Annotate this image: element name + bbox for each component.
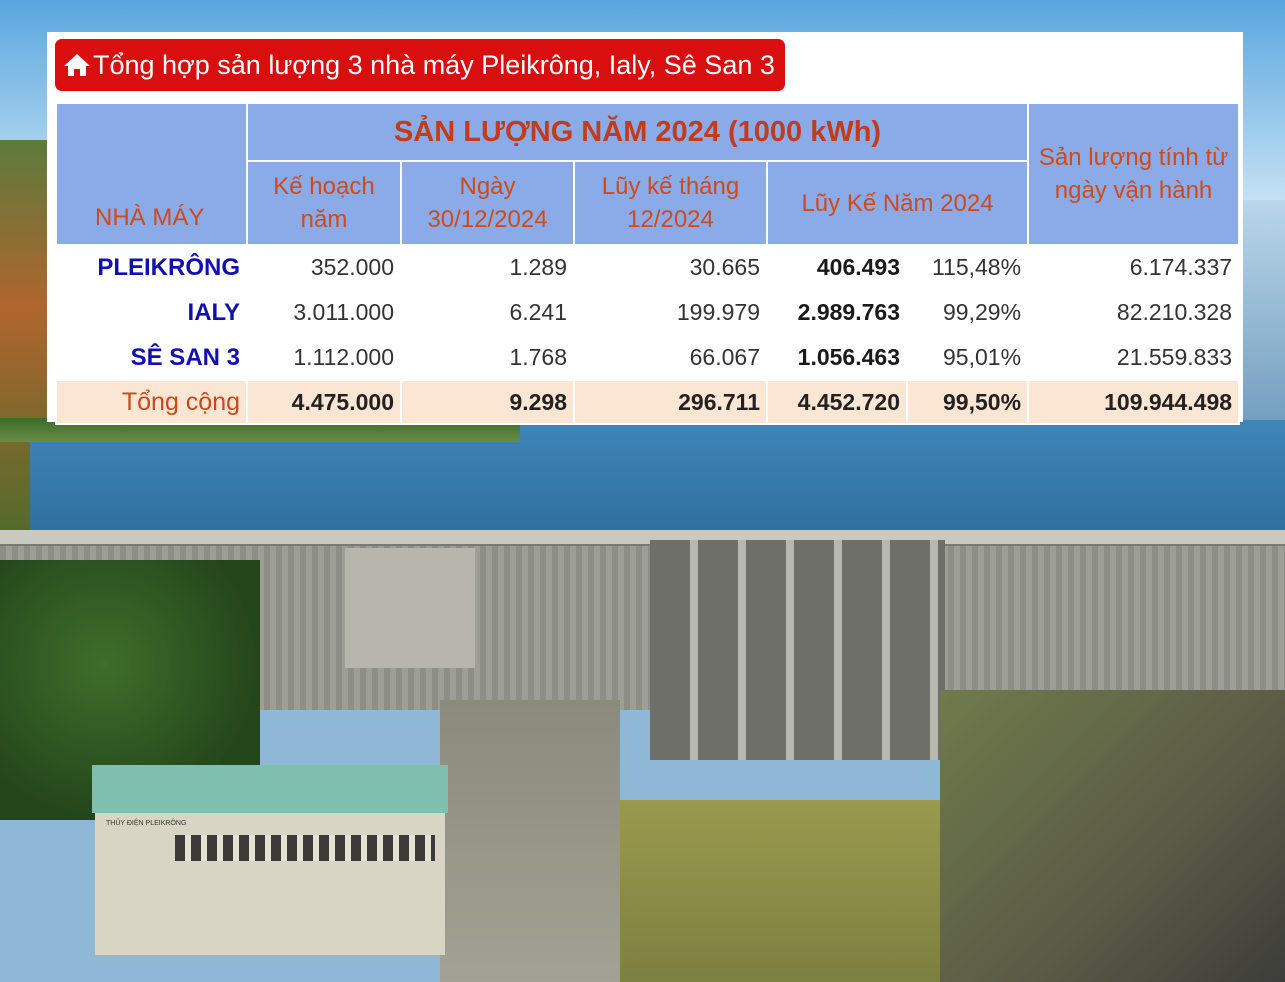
header-plant: NHÀ MÁY <box>55 102 248 246</box>
since-value: 21.559.833 <box>1027 334 1241 381</box>
total-plan: 4.475.000 <box>246 379 402 425</box>
table-row: IALY 3.011.000 6.241 199.979 2.989.763 9… <box>55 289 1241 336</box>
powerhouse-windows <box>175 835 435 861</box>
header-day: Ngày 30/12/2024 <box>400 160 575 246</box>
building-sign: THỦY ĐIỆN PLEIKRÔNG <box>106 820 187 827</box>
total-year: 4.452.720 <box>766 379 908 425</box>
day-value: 1.289 <box>400 244 575 291</box>
day-value: 6.241 <box>400 289 575 336</box>
year-value: 406.493 <box>766 244 908 291</box>
table-row: SÊ SAN 3 1.112.000 1.768 66.067 1.056.46… <box>55 334 1241 381</box>
total-label: Tổng cộng <box>55 379 248 425</box>
rock-embankment <box>440 700 620 982</box>
month-value: 199.979 <box>573 289 768 336</box>
header-year: Lũy Kế Năm 2024 <box>765 160 1030 246</box>
total-row: Tổng cộng 4.475.000 9.298 296.711 4.452.… <box>55 379 1241 425</box>
day-value: 1.768 <box>400 334 575 381</box>
dam-crest <box>0 530 1285 546</box>
year-value: 1.056.463 <box>766 334 908 381</box>
total-month: 296.711 <box>573 379 768 425</box>
plant-name: IALY <box>55 289 248 336</box>
month-value: 66.067 <box>573 334 768 381</box>
header-total-since-operation: Sản lượng tính từ ngày vận hành <box>1027 102 1241 246</box>
percent-value: 115,48% <box>905 244 1030 291</box>
right-slope <box>940 690 1285 982</box>
intake-tower <box>345 548 475 668</box>
total-percent: 99,50% <box>905 379 1030 425</box>
year-value: 2.989.763 <box>766 289 908 336</box>
plan-value: 3.011.000 <box>246 289 402 336</box>
production-table: NHÀ MÁY SẢN LƯỢNG NĂM 2024 (1000 kWh) Sả… <box>55 102 1241 425</box>
plant-name: PLEIKRÔNG <box>55 244 248 291</box>
total-since: 109.944.498 <box>1027 379 1241 425</box>
header-plan: Kế hoạch năm <box>246 160 402 246</box>
since-value: 6.174.337 <box>1027 244 1241 291</box>
plant-name: SÊ SAN 3 <box>55 334 248 381</box>
powerhouse-roof <box>92 765 448 813</box>
header-production-2024: SẢN LƯỢNG NĂM 2024 (1000 kWh) <box>245 102 1030 162</box>
total-day: 9.298 <box>400 379 575 425</box>
plan-value: 352.000 <box>246 244 402 291</box>
header-month: Lũy kế tháng 12/2024 <box>573 160 768 246</box>
stats-panel: Tổng hợp sản lượng 3 nhà máy Pleikrông, … <box>47 32 1243 425</box>
title-badge: Tổng hợp sản lượng 3 nhà máy Pleikrông, … <box>55 39 785 91</box>
plan-value: 1.112.000 <box>246 334 402 381</box>
since-value: 82.210.328 <box>1027 289 1241 336</box>
spillway-gates <box>650 540 945 760</box>
month-value: 30.665 <box>573 244 768 291</box>
page-title: Tổng hợp sản lượng 3 nhà máy Pleikrông, … <box>93 49 775 80</box>
home-icon <box>63 52 91 78</box>
percent-value: 99,29% <box>905 289 1030 336</box>
percent-value: 95,01% <box>905 334 1030 381</box>
table-row: PLEIKRÔNG 352.000 1.289 30.665 406.493 1… <box>55 244 1241 291</box>
